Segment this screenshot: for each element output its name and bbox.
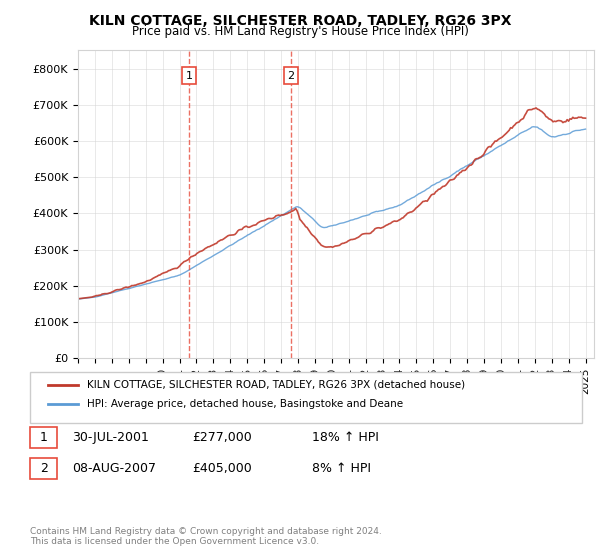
Text: 2: 2 bbox=[287, 71, 295, 81]
Text: 1: 1 bbox=[40, 431, 48, 444]
Text: 8% ↑ HPI: 8% ↑ HPI bbox=[312, 461, 371, 475]
Text: 30-JUL-2001: 30-JUL-2001 bbox=[72, 431, 149, 444]
Text: KILN COTTAGE, SILCHESTER ROAD, TADLEY, RG26 3PX: KILN COTTAGE, SILCHESTER ROAD, TADLEY, R… bbox=[89, 14, 511, 28]
Text: KILN COTTAGE, SILCHESTER ROAD, TADLEY, RG26 3PX (detached house): KILN COTTAGE, SILCHESTER ROAD, TADLEY, R… bbox=[87, 380, 465, 390]
Text: 08-AUG-2007: 08-AUG-2007 bbox=[72, 461, 156, 475]
Text: 18% ↑ HPI: 18% ↑ HPI bbox=[312, 431, 379, 444]
Text: Contains HM Land Registry data © Crown copyright and database right 2024.
This d: Contains HM Land Registry data © Crown c… bbox=[30, 526, 382, 546]
Text: £405,000: £405,000 bbox=[192, 461, 252, 475]
Text: HPI: Average price, detached house, Basingstoke and Deane: HPI: Average price, detached house, Basi… bbox=[87, 399, 403, 409]
Text: £277,000: £277,000 bbox=[192, 431, 252, 444]
Text: 2: 2 bbox=[40, 461, 48, 475]
Text: 1: 1 bbox=[186, 71, 193, 81]
Text: Price paid vs. HM Land Registry's House Price Index (HPI): Price paid vs. HM Land Registry's House … bbox=[131, 25, 469, 38]
